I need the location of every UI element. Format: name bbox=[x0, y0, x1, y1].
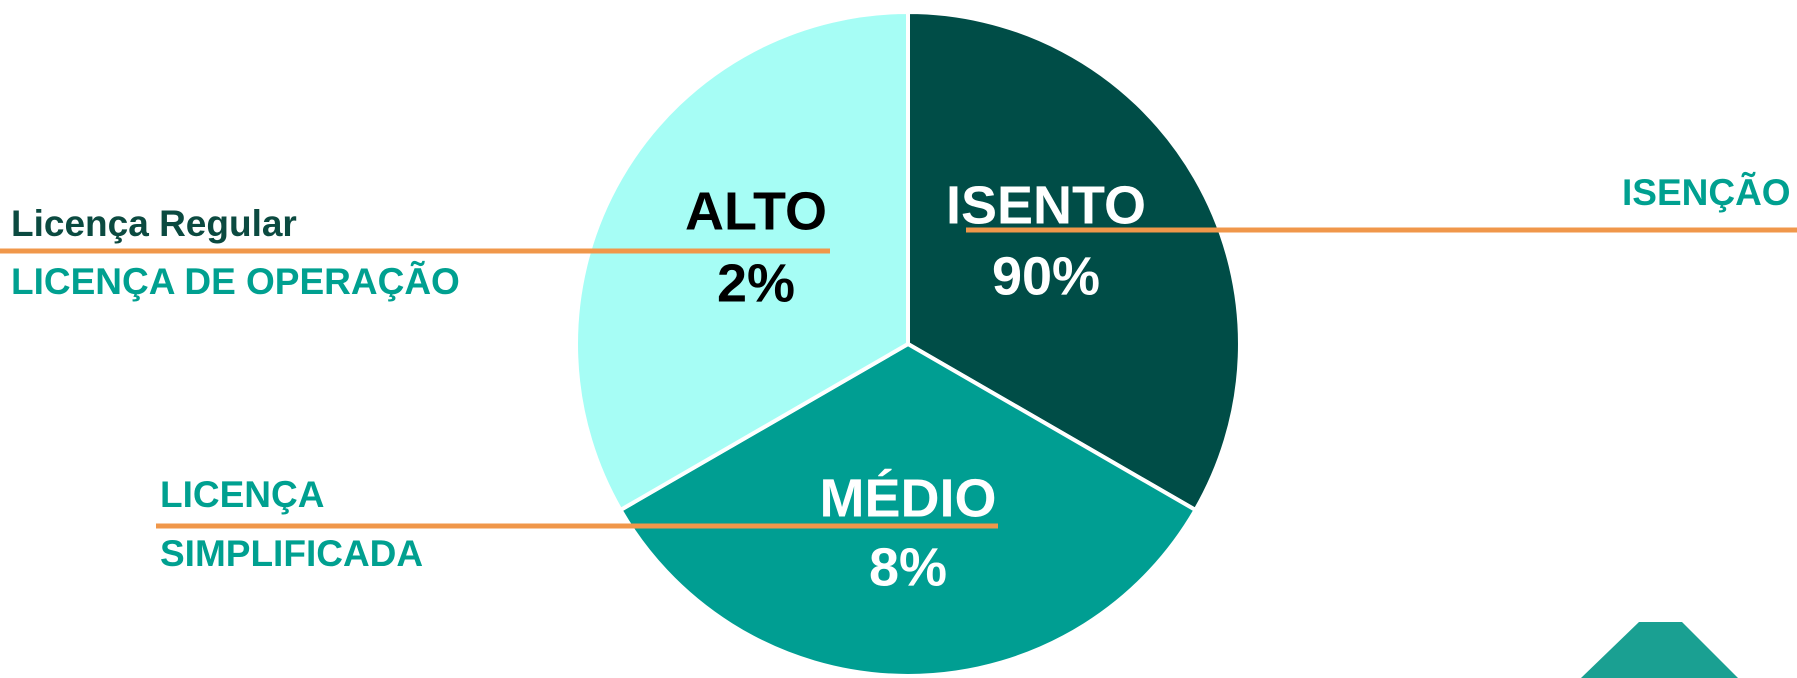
license-name: LICENÇA DE OPERAÇÃO bbox=[11, 260, 460, 302]
license-title: Licença Regular bbox=[11, 203, 297, 244]
segment-label: MÉDIO bbox=[819, 468, 996, 528]
segment-percent: 90% bbox=[992, 246, 1100, 306]
slice-alto bbox=[574, 9, 910, 513]
segment-percent: 2% bbox=[717, 253, 795, 313]
license-name: LICENÇA bbox=[160, 474, 324, 515]
segment-label: ISENTO bbox=[946, 175, 1146, 235]
license-name: ISENÇÃO bbox=[1622, 171, 1791, 213]
pie bbox=[574, 9, 1242, 678]
corner-shape bbox=[1581, 622, 1738, 678]
license-name: SIMPLIFICADA bbox=[160, 533, 423, 574]
segment-percent: 8% bbox=[869, 537, 947, 597]
segment-label: ALTO bbox=[685, 181, 827, 241]
slice-isento bbox=[906, 9, 1242, 513]
slice-medio bbox=[617, 341, 1199, 678]
